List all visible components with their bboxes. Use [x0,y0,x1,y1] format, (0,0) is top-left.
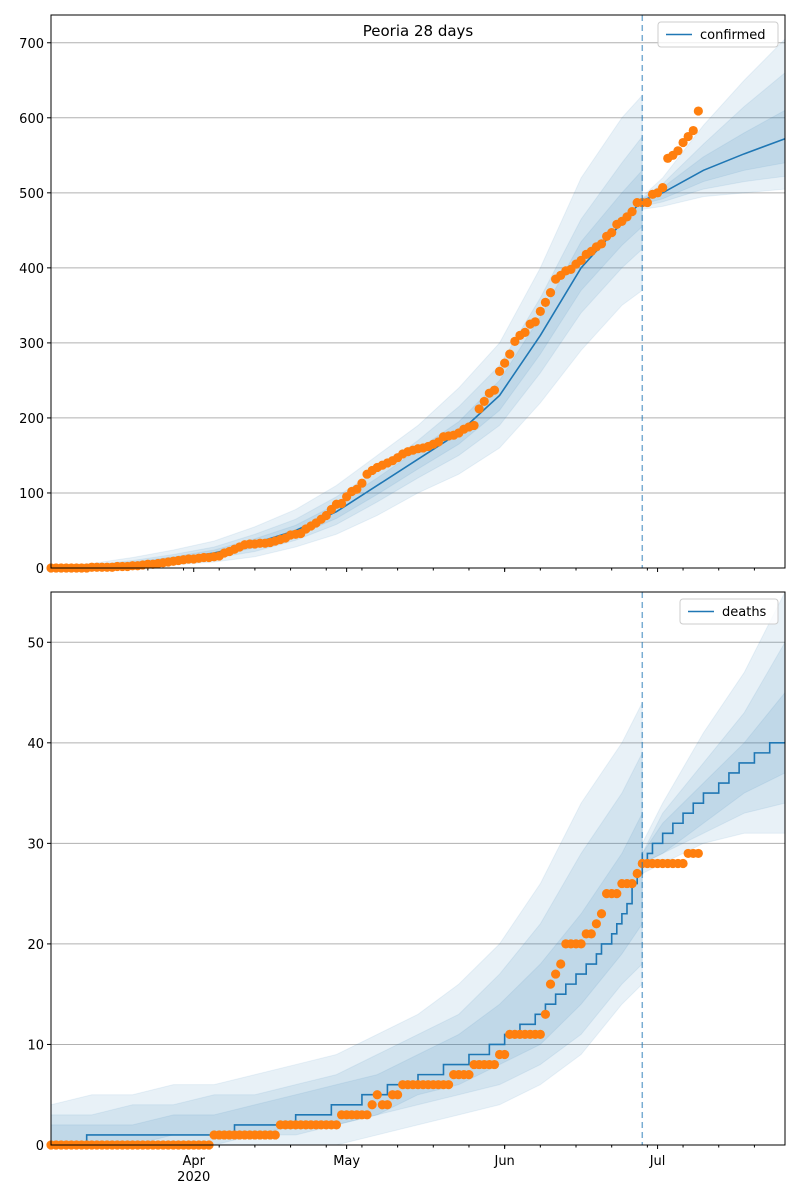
y-tick-label: 30 [27,837,44,852]
y-tick-label: 200 [19,412,44,427]
observed-point [627,878,637,889]
x-tick-label: May [333,1154,360,1169]
observed-point [367,1100,377,1110]
x-tick-sublabel: 2020 [177,1170,210,1185]
observed-point [336,498,347,509]
observed-point [596,909,607,919]
observed-point [489,1059,500,1070]
observed-point [510,336,520,346]
x-tick-label: Apr [182,1154,205,1169]
observed-point [331,1120,342,1130]
y-tick-label: 700 [19,37,44,52]
observed-point [586,929,596,939]
observed-point [596,239,607,249]
legend-label: confirmed [700,28,766,43]
observed-point [627,206,637,217]
observed-point [494,366,505,377]
observed-point [576,255,586,265]
observed-point [372,1090,382,1100]
chart-title: Peoria 28 days [363,22,474,40]
observed-point [693,106,703,116]
observed-point [505,349,515,359]
observed-point [612,889,622,899]
y-tick-label: 300 [19,337,44,352]
y-tick-label: 100 [19,487,44,502]
observed-point [688,125,698,136]
observed-point [530,317,540,327]
observed-point [443,1080,454,1090]
legend-label: deaths [722,605,767,620]
axes-frame [50,591,786,1146]
y-tick-label: 0 [36,1139,44,1154]
y-tick-label: 0 [36,562,44,577]
observed-point [270,1130,280,1140]
observed-point [642,197,652,208]
observed-point [556,959,566,969]
observed-point [545,979,556,989]
observed-point [678,137,688,148]
y-tick-label: 50 [27,636,44,651]
observed-point [591,919,602,929]
observed-point [678,858,688,869]
observed-point [545,288,556,298]
observed-point [576,939,586,949]
observed-point [520,327,530,337]
x-tick-label: Jun [493,1154,514,1169]
x-tick-label: Jul [649,1154,666,1169]
axes-frame [50,14,786,569]
observed-point [357,478,367,488]
observed-point [658,182,668,193]
y-tick-label: 600 [19,112,44,127]
observed-point [673,146,683,156]
observed-point [500,1049,510,1060]
observed-point [382,1100,393,1110]
confirmed-panel: 0 100 200 300 400 500 600 700 Peoria 28 days conf… [19,14,786,577]
observed-point [474,404,484,414]
observed-point [683,131,693,142]
observed-point [464,1070,474,1080]
observed-point [551,969,561,979]
median-line-forecast [642,742,785,865]
y-tick-label: 400 [19,262,44,277]
legend-box [679,598,779,625]
y-tick-label: 10 [27,1038,44,1053]
y-tick-label: 500 [19,187,44,202]
y-tick-label: 20 [27,938,44,953]
legend-box [657,21,779,48]
observed-point [540,1009,551,1019]
observed-point [469,420,479,431]
observed-point [321,510,331,521]
observed-point [393,1090,403,1100]
observed-point [607,227,617,238]
observed-point [540,297,551,307]
observed-point [489,385,500,395]
observed-point [500,358,510,368]
observed-point [535,306,545,316]
observed-point [693,848,703,859]
observed-point [479,396,489,407]
observed-point [352,484,362,494]
observed-point [362,1110,372,1120]
observed-point [535,1029,545,1039]
y-tick-label: 40 [27,737,44,752]
observed-point [632,868,642,879]
